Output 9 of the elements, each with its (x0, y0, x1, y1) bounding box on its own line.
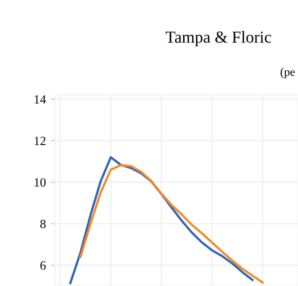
y-tick-label: 8 (40, 220, 46, 228)
y-tick-label: 10 (34, 178, 46, 187)
y-tick-label: 6 (40, 261, 46, 270)
chart-title: Tampa & Floric (166, 31, 272, 46)
line-series (79, 164, 264, 284)
y-tick-label: 12 (34, 136, 46, 145)
chart-subtitle: (pe (280, 68, 295, 78)
y-tick-label: 14 (34, 95, 46, 104)
line-series (69, 156, 254, 284)
